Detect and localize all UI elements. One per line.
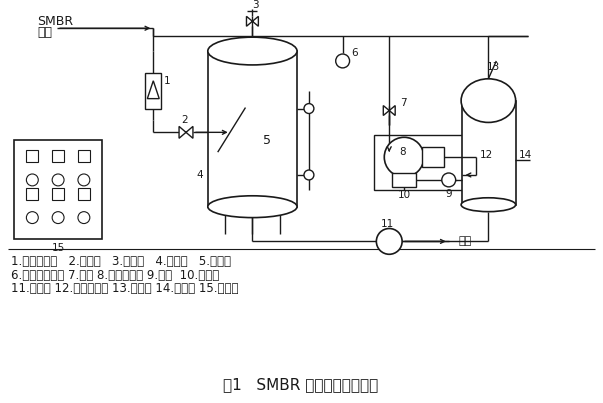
Bar xyxy=(392,173,416,187)
Text: 出水: 出水 xyxy=(459,237,472,246)
Circle shape xyxy=(78,212,90,224)
Text: 8: 8 xyxy=(399,147,405,157)
Ellipse shape xyxy=(461,79,516,123)
Text: 3: 3 xyxy=(252,0,259,10)
Bar xyxy=(208,51,297,207)
Text: 2: 2 xyxy=(182,115,188,125)
Text: 14: 14 xyxy=(519,150,532,160)
Ellipse shape xyxy=(461,198,516,212)
Text: 11.出水泵 12.气水分离器 13.排气口 14.放水口 15.电控柜: 11.出水泵 12.气水分离器 13.排气口 14.放水口 15.电控柜 xyxy=(10,283,238,295)
Text: 15: 15 xyxy=(51,243,65,253)
Bar xyxy=(422,147,444,167)
Bar xyxy=(27,188,38,200)
Circle shape xyxy=(52,174,64,186)
Bar xyxy=(78,188,90,200)
Text: SMBR: SMBR xyxy=(37,15,74,28)
Ellipse shape xyxy=(208,37,297,65)
Text: 出水: 出水 xyxy=(37,26,52,39)
Polygon shape xyxy=(384,106,395,116)
Circle shape xyxy=(304,104,314,114)
Text: 10: 10 xyxy=(397,190,411,200)
Polygon shape xyxy=(179,127,193,138)
Text: 1: 1 xyxy=(164,76,171,86)
Circle shape xyxy=(384,137,424,177)
Text: 12: 12 xyxy=(480,150,493,160)
Circle shape xyxy=(52,212,64,224)
Text: 9: 9 xyxy=(446,189,452,199)
Text: 4: 4 xyxy=(197,170,203,180)
Text: 5: 5 xyxy=(264,134,271,147)
Circle shape xyxy=(78,174,90,186)
Circle shape xyxy=(27,174,38,186)
Bar xyxy=(145,73,161,108)
Text: 13: 13 xyxy=(487,62,500,72)
Bar xyxy=(374,135,476,190)
Bar xyxy=(52,150,64,162)
Text: 6.电接点压力表 7.闸阀 8.水环真空泵 9.球阀  10.过滤器: 6.电接点压力表 7.闸阀 8.水环真空泵 9.球阀 10.过滤器 xyxy=(10,269,219,282)
Text: 1.转子流量计   2.进水阀   3.放气阀   4.真空罐   5.液位计: 1.转子流量计 2.进水阀 3.放气阀 4.真空罐 5.液位计 xyxy=(10,255,230,268)
Circle shape xyxy=(336,54,350,68)
Bar xyxy=(14,140,102,239)
Circle shape xyxy=(304,170,314,180)
Bar xyxy=(52,188,64,200)
Text: 6: 6 xyxy=(351,48,358,58)
Ellipse shape xyxy=(208,196,297,218)
Bar xyxy=(462,101,516,205)
Bar xyxy=(27,150,38,162)
Text: 图1   SMBR 真空抓水自控系统: 图1 SMBR 真空抓水自控系统 xyxy=(223,378,379,393)
Polygon shape xyxy=(247,17,258,26)
Circle shape xyxy=(442,173,456,187)
Bar xyxy=(78,150,90,162)
Circle shape xyxy=(27,212,38,224)
Text: 11: 11 xyxy=(380,218,394,229)
Circle shape xyxy=(376,229,402,254)
Text: 7: 7 xyxy=(400,98,406,108)
